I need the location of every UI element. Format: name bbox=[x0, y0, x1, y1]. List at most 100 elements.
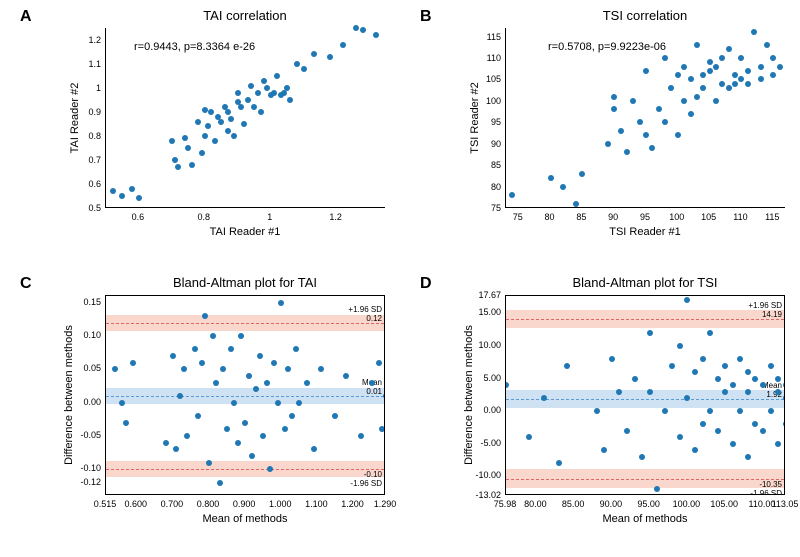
data-point bbox=[770, 72, 776, 78]
data-point bbox=[751, 29, 757, 35]
xtick: 110 bbox=[733, 212, 747, 222]
data-point bbox=[169, 138, 175, 144]
xtick: 85.00 bbox=[562, 499, 585, 509]
data-point bbox=[311, 51, 317, 57]
plot-D: +1.96 SD14.19Mean1.92-10.35-1.96 SD bbox=[505, 295, 785, 495]
data-point bbox=[182, 135, 188, 141]
data-point bbox=[163, 440, 169, 446]
data-point bbox=[294, 61, 300, 67]
data-point bbox=[246, 373, 252, 379]
ref-label: +1.96 SD bbox=[348, 305, 382, 314]
data-point bbox=[783, 421, 785, 427]
panel-C: CBland-Altman plot for TAI+1.96 SD0.12Me… bbox=[55, 285, 385, 535]
xlabel-A: TAI Reader #1 bbox=[105, 226, 385, 238]
data-point bbox=[681, 98, 687, 104]
data-point bbox=[225, 128, 231, 134]
corr-annotation-B: r=0.5708, p=9.9223e-06 bbox=[548, 41, 666, 53]
panel-letter-C: C bbox=[20, 275, 32, 293]
data-point bbox=[526, 434, 532, 440]
data-point bbox=[548, 175, 554, 181]
panel-title-C: Bland-Altman plot for TAI bbox=[105, 275, 385, 290]
data-point bbox=[218, 119, 224, 125]
data-point bbox=[752, 421, 758, 427]
data-point bbox=[694, 42, 700, 48]
data-point bbox=[692, 447, 698, 453]
data-point bbox=[360, 27, 366, 33]
data-point bbox=[253, 386, 259, 392]
data-point bbox=[282, 426, 288, 432]
data-point bbox=[267, 466, 273, 472]
data-point bbox=[278, 300, 284, 306]
data-point bbox=[707, 59, 713, 65]
data-point bbox=[768, 408, 774, 414]
data-point bbox=[271, 360, 277, 366]
data-point bbox=[327, 54, 333, 60]
data-point bbox=[730, 382, 736, 388]
data-point bbox=[707, 330, 713, 336]
data-point bbox=[692, 369, 698, 375]
data-point bbox=[287, 97, 293, 103]
data-point bbox=[768, 363, 774, 369]
data-point bbox=[668, 85, 674, 91]
ylabel-D: Difference between methods bbox=[463, 295, 475, 495]
ylabel-A: TAI Reader #2 bbox=[69, 28, 81, 208]
data-point bbox=[688, 111, 694, 117]
data-point bbox=[112, 366, 118, 372]
data-point bbox=[189, 162, 195, 168]
data-point bbox=[358, 433, 364, 439]
ylabel-B: TSI Reader #2 bbox=[469, 28, 481, 208]
data-point bbox=[192, 346, 198, 352]
data-point bbox=[715, 428, 721, 434]
data-point bbox=[726, 46, 732, 52]
xtick: 1.2 bbox=[329, 212, 342, 222]
data-point bbox=[662, 55, 668, 61]
data-point bbox=[609, 356, 615, 362]
data-point bbox=[758, 76, 764, 82]
data-point bbox=[332, 413, 338, 419]
data-point bbox=[700, 356, 706, 362]
panel-letter-B: B bbox=[420, 8, 432, 26]
plot-B: r=0.5708, p=9.9223e-06 bbox=[505, 28, 785, 208]
xtick: 0.700 bbox=[161, 499, 184, 509]
data-point bbox=[213, 380, 219, 386]
data-point bbox=[745, 81, 751, 87]
data-point bbox=[611, 106, 617, 112]
data-point bbox=[136, 195, 142, 201]
xtick: 115 bbox=[765, 212, 779, 222]
data-point bbox=[675, 132, 681, 138]
ref-line bbox=[106, 396, 384, 397]
data-point bbox=[235, 90, 241, 96]
data-point bbox=[242, 420, 248, 426]
xtick: 80.00 bbox=[524, 499, 547, 509]
panel-letter-D: D bbox=[420, 275, 432, 293]
data-point bbox=[376, 360, 382, 366]
data-point bbox=[700, 72, 706, 78]
ref-label: +1.96 SD bbox=[748, 301, 782, 310]
xtick: 0.800 bbox=[197, 499, 220, 509]
data-point bbox=[261, 78, 267, 84]
data-point bbox=[509, 192, 515, 198]
xlabel-C: Mean of methods bbox=[105, 513, 385, 525]
xtick: 1.100 bbox=[305, 499, 328, 509]
data-point bbox=[289, 413, 295, 419]
data-point bbox=[594, 408, 600, 414]
data-point bbox=[783, 382, 785, 388]
xtick: 1.000 bbox=[269, 499, 292, 509]
data-point bbox=[383, 393, 385, 399]
data-point bbox=[605, 141, 611, 147]
data-point bbox=[284, 85, 290, 91]
data-point bbox=[304, 380, 310, 386]
xtick: 80 bbox=[545, 212, 555, 222]
xtick: 95.00 bbox=[637, 499, 660, 509]
data-point bbox=[225, 109, 231, 115]
data-point bbox=[199, 360, 205, 366]
panel-D: DBland-Altman plot for TSI+1.96 SD14.19M… bbox=[455, 285, 785, 535]
xlabel-B: TSI Reader #1 bbox=[505, 226, 785, 238]
data-point bbox=[669, 363, 675, 369]
xtick: 75.98 bbox=[494, 499, 517, 509]
data-point bbox=[722, 363, 728, 369]
data-point bbox=[707, 408, 713, 414]
data-point bbox=[726, 85, 732, 91]
data-point bbox=[228, 346, 234, 352]
data-point bbox=[760, 428, 766, 434]
